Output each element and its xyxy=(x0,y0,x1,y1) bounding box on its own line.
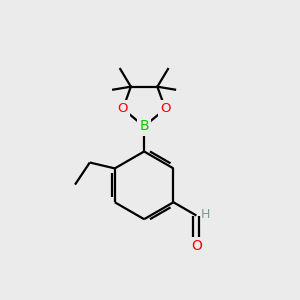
Text: O: O xyxy=(191,239,202,254)
Text: O: O xyxy=(118,102,128,115)
Text: B: B xyxy=(139,119,149,134)
Text: H: H xyxy=(200,208,210,220)
Text: O: O xyxy=(160,102,171,115)
